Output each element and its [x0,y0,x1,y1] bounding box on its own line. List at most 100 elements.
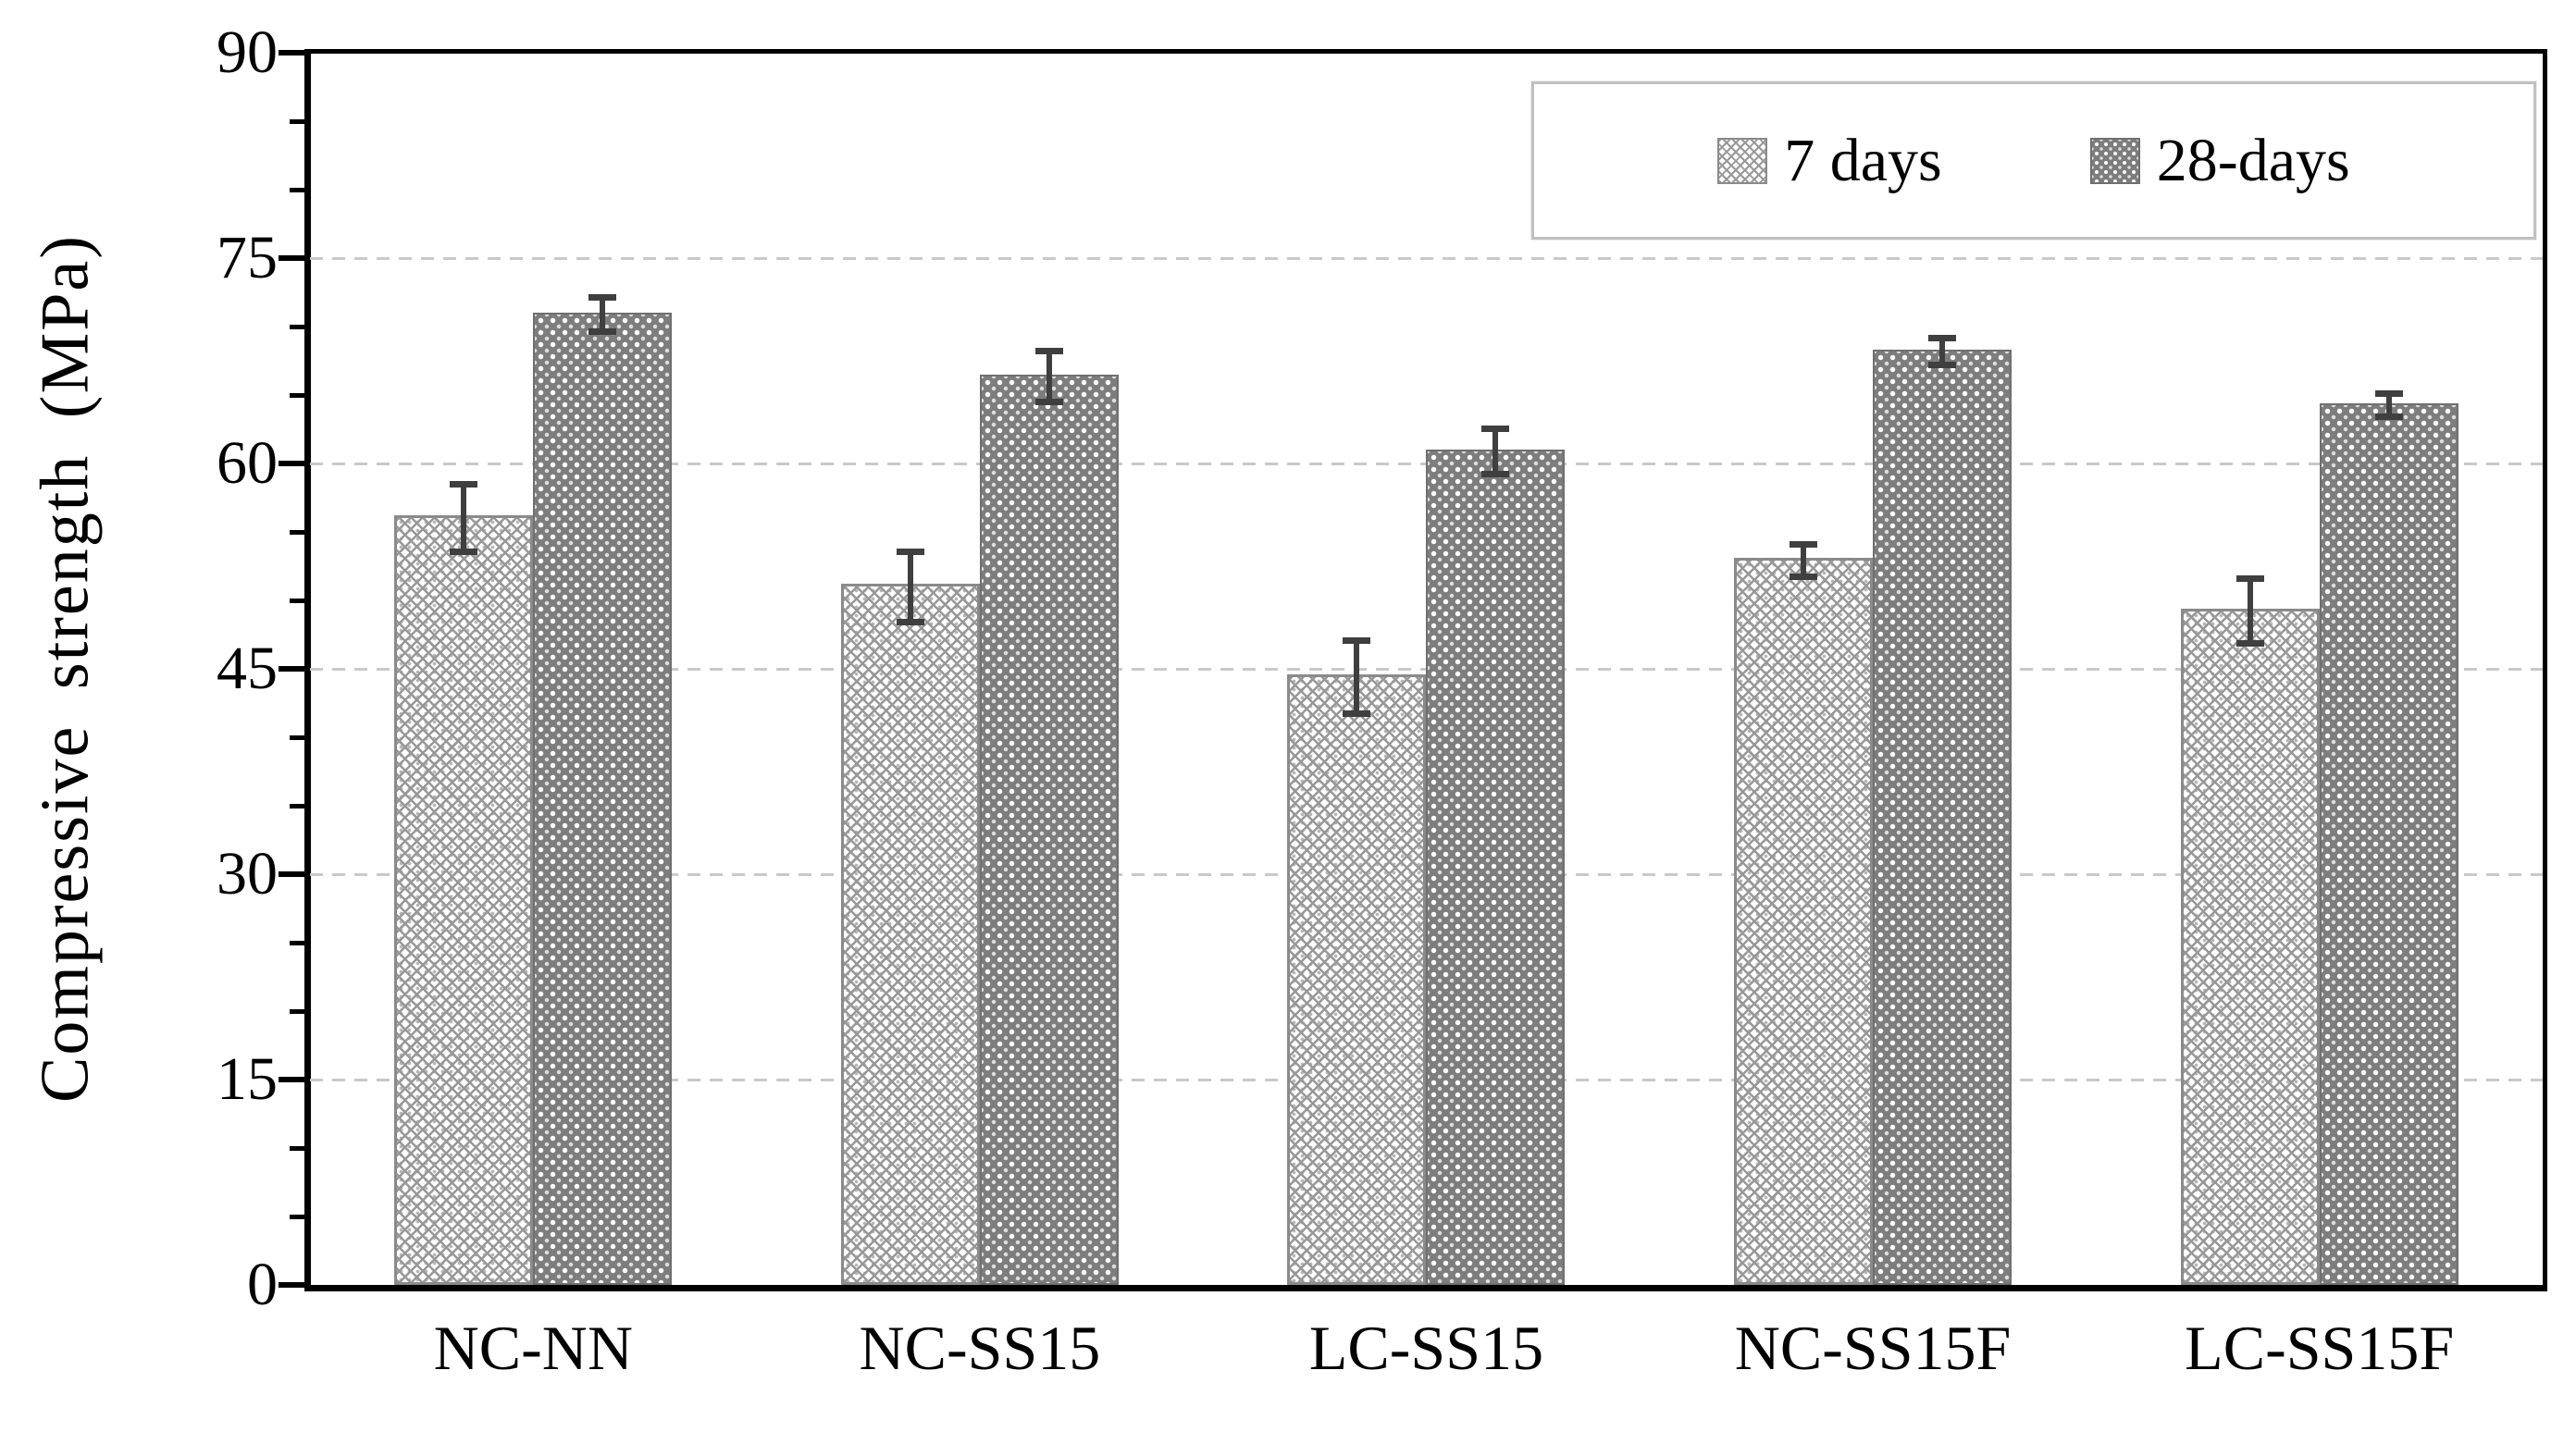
x-label-LC-SS15: LC-SS15 [1308,1313,1544,1383]
y-tick-label-15: 15 [217,1045,278,1113]
y-major-tick-30 [279,871,306,877]
y-minor-tick-50 [290,598,306,603]
y-major-tick-60 [279,461,306,466]
error-bar-7days-LC-SS15 [1343,637,1371,717]
y-tick-label-45: 45 [217,635,278,702]
y-tick-label-90: 90 [217,19,278,86]
plot-area [310,53,2543,1285]
bar-28-days-NC-SS15 [979,347,1119,1285]
plot-top-border [304,49,2547,54]
legend-item-7days: 7 days [1717,126,1942,194]
bar-7days-LC-SS15 [1287,637,1427,1285]
error-bar-7days-NC-SS15F [1790,541,1818,580]
error-bar-line [1939,335,1946,368]
y-major-tick-45 [279,666,306,672]
error-bar-28-days-LC-SS15F [2374,389,2403,421]
x-label-LC-SS15F: LC-SS15F [2185,1313,2455,1383]
y-minor-tick-85 [290,118,306,124]
y-minor-tick-10 [290,1145,306,1151]
error-bar-7days-NC-NN [450,481,478,556]
y-minor-tick-35 [290,803,306,809]
error-bar-cap-bottom [1034,398,1063,405]
y-minor-tick-70 [290,324,306,329]
error-bar-line [600,294,606,336]
bar-7days-LC-SS15F [2180,575,2320,1285]
error-bar-line [461,481,467,556]
error-bar-28-days-NC-SS15 [1034,347,1063,405]
legend-swatch-28days-icon [2089,137,2140,184]
error-bar-cap-top [896,548,924,555]
error-bar-cap-top [588,294,617,302]
error-bar-28-days-LC-SS15 [1481,426,1510,478]
error-bar-cap-top [1343,637,1371,645]
y-minor-tick-55 [290,529,306,535]
error-bar-cap-bottom [1481,471,1510,478]
bar-group-NC-SS15 [757,53,1204,1285]
bar-28-days-LC-SS15F [2319,389,2458,1285]
bar-group-NC-SS15F [1650,53,2097,1285]
error-bar-cap-top [1790,541,1818,549]
error-bar-cap-top [2374,389,2403,397]
y-major-tick-0 [279,1282,306,1288]
error-bar-28-days-NC-NN [588,294,617,336]
error-bar-line [1801,541,1807,580]
error-bar-line [1354,637,1360,717]
error-bar-line [1492,426,1499,478]
error-bar-cap-bottom [2374,414,2403,421]
bar-group-LC-SS15 [1203,53,1650,1285]
legend-item-28days: 28-days [2089,126,2350,194]
error-bar-line [1046,347,1052,405]
legend: 7 days 28-days [1531,81,2536,240]
error-bar-line [907,548,913,625]
x-label-NC-NN: NC-NN [433,1313,633,1383]
error-bar-28-days-NC-SS15F [1928,335,1957,368]
bar-7days-NC-SS15 [840,548,980,1285]
bar-28-days-LC-SS15 [1426,426,1566,1285]
error-bar-cap-top [1481,426,1510,433]
error-bar-7days-NC-SS15 [896,548,924,625]
y-minor-tick-25 [290,940,306,945]
error-bar-cap-bottom [2235,640,2264,648]
y-minor-tick-5 [290,1214,306,1219]
y-tick-label-60: 60 [217,429,278,497]
error-bar-cap-top [1034,347,1063,354]
x-label-NC-SS15F: NC-SS15F [1734,1313,2012,1383]
error-bar-cap-bottom [1343,710,1371,717]
bar-28-days-NC-NN [533,294,673,1285]
x-axis-line [304,1285,2547,1291]
x-label-NC-SS15: NC-SS15 [859,1313,1101,1383]
y-tick-label-75: 75 [217,224,278,291]
y-axis-line [304,49,311,1291]
bar-groups [310,53,2543,1285]
y-minor-tick-40 [290,735,306,740]
legend-label-7days: 7 days [1784,126,1942,194]
y-major-tick-15 [279,1077,306,1082]
legend-swatch-7days-icon [1717,137,1768,184]
y-minor-tick-80 [290,187,306,192]
error-bar-cap-top [1928,335,1957,342]
error-bar-cap-bottom [896,618,924,625]
y-minor-tick-20 [290,1008,306,1014]
y-major-tick-90 [279,50,306,56]
y-tick-label-0: 0 [247,1251,278,1318]
error-bar-line [2385,389,2392,421]
error-bar-cap-bottom [1790,573,1818,580]
error-bar-cap-bottom [450,549,478,556]
error-bar-cap-bottom [588,328,617,336]
x-category-labels: NC-NN NC-SS15 LC-SS15 NC-SS15F LC-SS15F [310,1306,2543,1389]
y-major-tick-75 [279,255,306,261]
legend-label-28days: 28-days [2156,126,2350,194]
y-tick-label-30: 30 [217,840,278,907]
bar-28-days-NC-SS15F [1873,335,2012,1285]
error-bar-7days-LC-SS15F [2235,575,2264,648]
error-bar-cap-top [2235,575,2264,583]
error-bar-line [2247,575,2253,648]
error-bar-cap-top [450,481,478,488]
bar-7days-NC-NN [394,481,534,1285]
bar-7days-NC-SS15F [1734,541,1874,1285]
bar-group-NC-NN [310,53,757,1285]
plot-right-border [2543,49,2547,1291]
y-minor-tick-65 [290,392,306,398]
error-bar-cap-bottom [1928,361,1957,368]
